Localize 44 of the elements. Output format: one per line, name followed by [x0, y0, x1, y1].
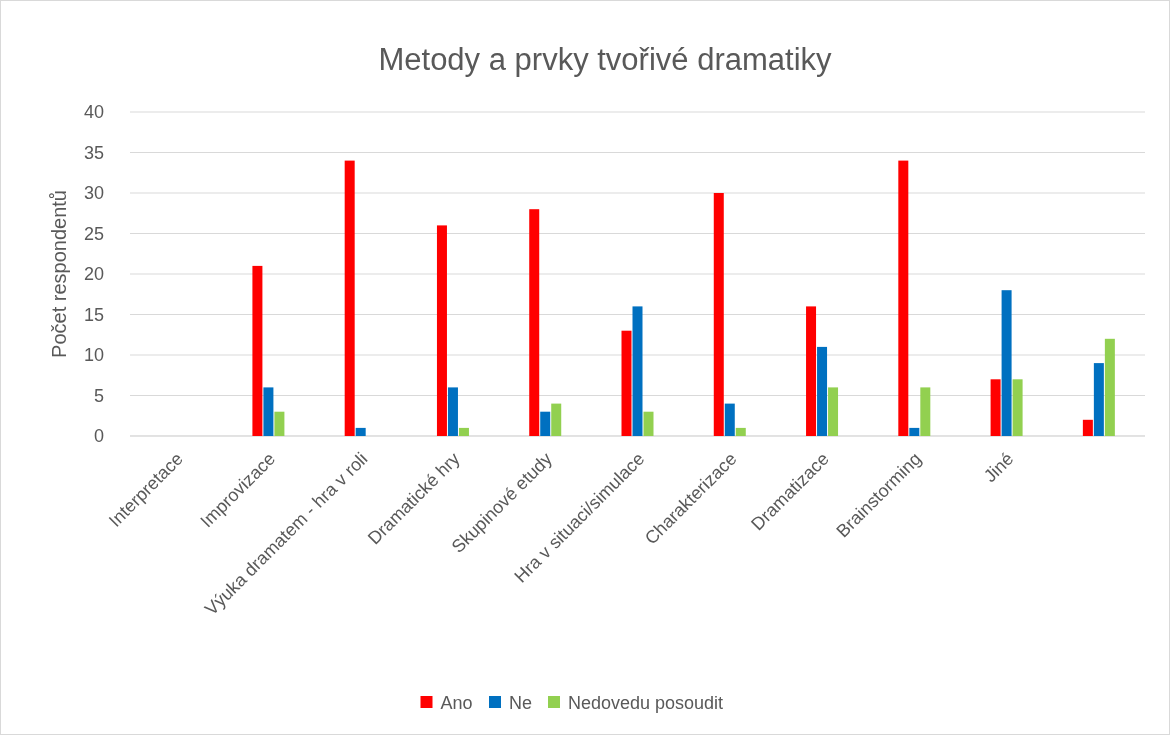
y-tick-label: 0 — [93, 426, 104, 447]
bar — [735, 427, 746, 436]
y-tick-label: 40 — [83, 102, 104, 123]
bar — [1001, 290, 1012, 436]
bar — [621, 330, 632, 436]
bar — [1093, 363, 1104, 436]
bar — [529, 209, 540, 436]
bar — [806, 306, 817, 436]
y-tick-label: 20 — [83, 264, 104, 285]
bar — [458, 427, 469, 436]
bar — [344, 160, 355, 436]
bar — [909, 427, 920, 436]
bar — [540, 411, 551, 436]
bar — [724, 403, 735, 436]
x-tick-label: Jiné — [979, 448, 1018, 487]
bar — [632, 306, 643, 436]
bar — [274, 411, 285, 436]
bar — [990, 379, 1001, 436]
bar — [263, 387, 274, 436]
bar — [898, 160, 909, 436]
y-tick-label: 25 — [83, 223, 104, 244]
bar — [1082, 419, 1093, 436]
bar — [551, 403, 562, 436]
bar — [828, 387, 839, 436]
y-tick-label: 15 — [83, 304, 104, 325]
bar — [252, 265, 263, 436]
y-tick-label: 5 — [93, 385, 104, 406]
bar — [436, 225, 447, 436]
bar — [920, 387, 931, 436]
bar — [447, 387, 458, 436]
y-tick-label: 30 — [83, 183, 104, 204]
bar — [1012, 379, 1023, 436]
legend-label: Nedovedu posoudit — [568, 693, 724, 714]
y-tick-label: 35 — [83, 142, 104, 163]
chart-title: Metody a prvky tvořivé dramatiky — [378, 42, 833, 77]
bar — [713, 193, 724, 436]
y-tick-label: 10 — [83, 345, 104, 366]
bar — [817, 346, 828, 436]
bar — [355, 427, 366, 436]
bar — [643, 411, 654, 436]
legend-label: Ne — [509, 693, 533, 714]
y-axis-title: Počet respondentů — [48, 190, 70, 358]
bar — [1104, 338, 1115, 436]
legend-label: Ano — [440, 693, 473, 714]
